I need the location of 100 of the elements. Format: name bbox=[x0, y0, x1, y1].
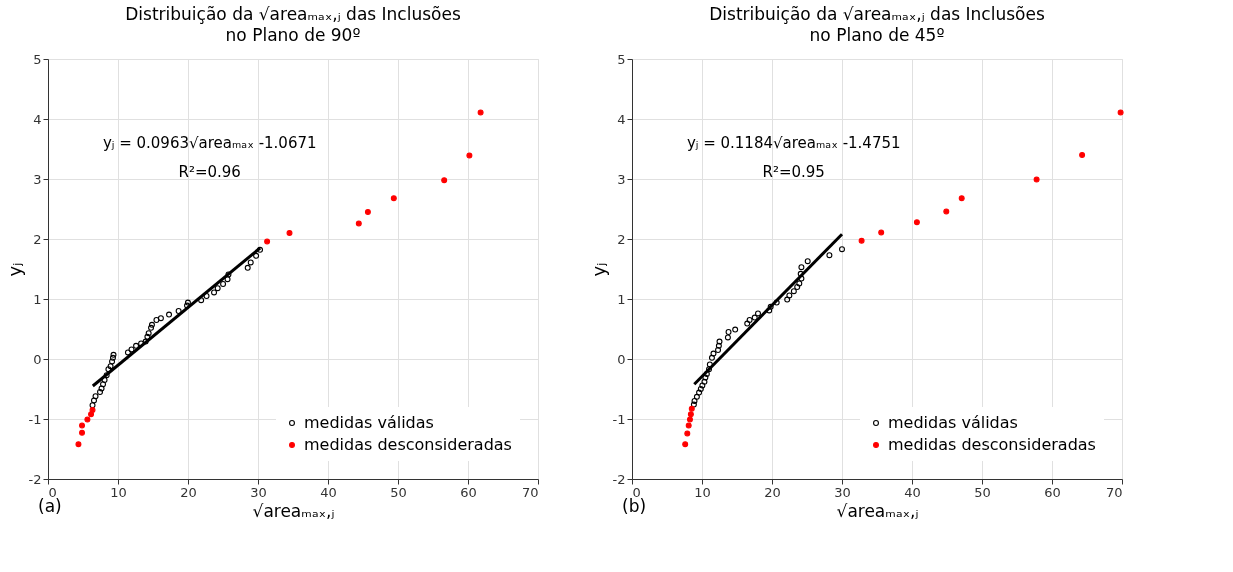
y-tick-label: 3 bbox=[33, 171, 42, 187]
point bbox=[744, 320, 751, 327]
point bbox=[796, 280, 803, 287]
point bbox=[148, 324, 155, 331]
chart-title: Distribuição da √areaₘₐₓ,ⱼ das Inclusões bbox=[125, 4, 461, 24]
point bbox=[92, 393, 99, 400]
point bbox=[1033, 176, 1040, 183]
point bbox=[79, 429, 86, 436]
point bbox=[477, 109, 484, 116]
point bbox=[224, 276, 231, 283]
point bbox=[839, 246, 845, 253]
point bbox=[687, 411, 694, 418]
x-tick-label: 50 bbox=[974, 484, 991, 500]
point bbox=[100, 381, 107, 388]
y-tick-label: 2 bbox=[33, 231, 42, 247]
point bbox=[75, 441, 82, 448]
point bbox=[355, 220, 362, 227]
point bbox=[685, 422, 692, 429]
point bbox=[79, 422, 86, 429]
point bbox=[90, 397, 97, 404]
point bbox=[175, 308, 182, 314]
point bbox=[220, 281, 227, 287]
x-tick-label: 30 bbox=[250, 484, 267, 500]
y-tick-label: 5 bbox=[33, 51, 42, 67]
point bbox=[691, 398, 698, 404]
x-tick-label: 30 bbox=[834, 484, 851, 500]
point bbox=[755, 310, 761, 317]
y-tick-label: 5 bbox=[617, 51, 626, 67]
point bbox=[751, 314, 758, 321]
x-tick-label: 70 bbox=[521, 484, 539, 500]
point bbox=[724, 334, 731, 341]
x-tick-label: 40 bbox=[904, 484, 921, 500]
x-tick-label: 40 bbox=[320, 484, 337, 500]
point bbox=[203, 293, 210, 299]
point bbox=[148, 321, 155, 328]
annotation: R²=0.95 bbox=[762, 163, 825, 182]
y-tick-label: 3 bbox=[617, 171, 626, 187]
point bbox=[826, 252, 833, 259]
annotation: yⱼ = 0.0963√areaₘₐₓ -1.0671 bbox=[102, 134, 317, 152]
y-tick-label: -2 bbox=[612, 471, 626, 487]
point bbox=[715, 342, 722, 349]
point bbox=[84, 416, 91, 423]
y-tick-label: -1 bbox=[612, 411, 626, 427]
x-tick-label: 20 bbox=[180, 484, 197, 500]
point bbox=[699, 382, 706, 389]
point bbox=[441, 177, 448, 184]
point bbox=[110, 351, 117, 358]
point bbox=[153, 317, 160, 323]
annotation: yⱼ = 0.1184√areaₘₐₓ -1.4751 bbox=[686, 134, 901, 152]
y-tick-label: 2 bbox=[617, 231, 626, 247]
point bbox=[244, 264, 251, 271]
y-tick-label: 4 bbox=[33, 111, 42, 127]
point bbox=[1117, 109, 1124, 116]
point bbox=[943, 208, 950, 215]
y-tick-label: 0 bbox=[33, 351, 42, 367]
point bbox=[858, 237, 865, 244]
point bbox=[253, 252, 260, 259]
point bbox=[1079, 152, 1086, 158]
point bbox=[958, 195, 965, 202]
legend-label: medidas desconsideradas bbox=[888, 435, 1096, 454]
point bbox=[89, 407, 96, 413]
point bbox=[786, 292, 793, 299]
point bbox=[790, 288, 797, 295]
point bbox=[710, 350, 717, 357]
y-tick-label: 1 bbox=[617, 291, 626, 307]
point bbox=[706, 361, 713, 368]
point bbox=[798, 264, 805, 271]
chart-subtitle: no Plano de 45º bbox=[809, 25, 945, 45]
x-tick-label: 60 bbox=[1044, 484, 1061, 500]
point bbox=[693, 393, 700, 400]
point bbox=[716, 338, 723, 345]
point bbox=[697, 386, 704, 392]
point bbox=[166, 311, 173, 318]
point bbox=[286, 230, 293, 236]
point bbox=[913, 219, 920, 226]
point bbox=[88, 411, 95, 418]
point bbox=[732, 326, 739, 333]
point bbox=[364, 209, 371, 215]
point bbox=[682, 441, 689, 448]
point bbox=[684, 430, 691, 437]
point bbox=[214, 285, 221, 292]
point bbox=[466, 152, 473, 159]
x-tick-label: 10 bbox=[694, 484, 711, 500]
point bbox=[97, 389, 104, 395]
point bbox=[133, 342, 140, 349]
point bbox=[211, 289, 218, 296]
chart-subtitle: no Plano de 90º bbox=[225, 25, 361, 45]
chart-title: Distribuição da √areaₘₐₓ,ⱼ das Inclusões bbox=[709, 4, 1045, 24]
point bbox=[109, 354, 116, 361]
point bbox=[98, 385, 105, 392]
x-tick-label: 60 bbox=[460, 484, 477, 500]
y-axis-title: yⱼ bbox=[3, 262, 25, 277]
point bbox=[746, 317, 753, 323]
point bbox=[794, 284, 801, 290]
y-tick-label: 4 bbox=[617, 111, 626, 127]
point bbox=[878, 229, 885, 236]
y-axis-title: yⱼ bbox=[587, 262, 609, 277]
point bbox=[804, 258, 811, 265]
point bbox=[157, 315, 164, 322]
y-tick-label: 0 bbox=[617, 351, 626, 367]
